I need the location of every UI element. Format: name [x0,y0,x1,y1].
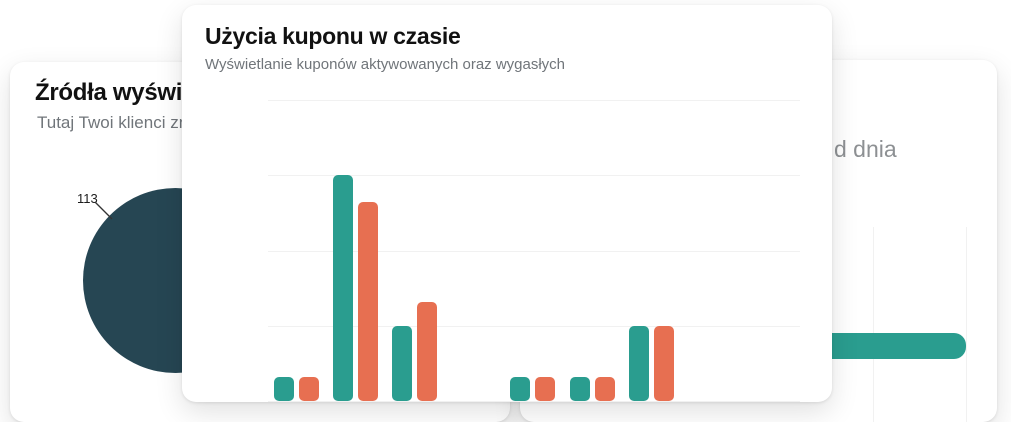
coupon-usage-card: Użycia kuponu w czasie Wyświetlanie kupo… [182,5,832,402]
sources-card-subtitle: Tutaj Twoi klienci znale [37,113,211,132]
bar-wygasłe-cat2 [358,202,379,401]
bar-wygasłe-cat3 [417,301,438,401]
bar-aktywowane-cat5 [510,376,531,401]
coupon-card-subtitle: Wyświetlanie kuponów aktywowanych oraz w… [205,56,566,73]
coupon-usage-chart [268,100,800,402]
bar-wygasłe-cat7 [653,325,674,401]
vertical-gridline [873,227,874,422]
sources-card-title: Źródła wyświ [35,79,183,106]
bar-aktywowane-cat7 [628,325,649,401]
pie-value-label: 113 [77,191,98,206]
bar-aktywowane-cat6 [569,376,590,401]
horizontal-gridline-25 [268,325,800,327]
date-card-label: d dnia [834,136,897,162]
vertical-gridline [966,227,967,422]
dashboard-canvas: Źródła wyświ Tutaj Twoi klienci znale 11… [35,5,967,422]
bar-wygasłe-cat6 [594,376,615,401]
bar-aktywowane-cat1 [274,376,294,401]
horizontal-gridline-75 [268,175,800,177]
bar-aktywowane-cat2 [333,175,354,401]
pie-label-leader-line [94,201,113,220]
horizontal-gridline-100 [268,100,800,101]
bar-wygasłe-cat1 [299,376,319,401]
bar-wygasłe-cat5 [535,376,556,401]
horizontal-gridline-50 [268,250,800,252]
bar-aktywowane-cat3 [392,325,413,401]
coupon-card-title: Użycia kuponu w czasie [205,23,461,49]
